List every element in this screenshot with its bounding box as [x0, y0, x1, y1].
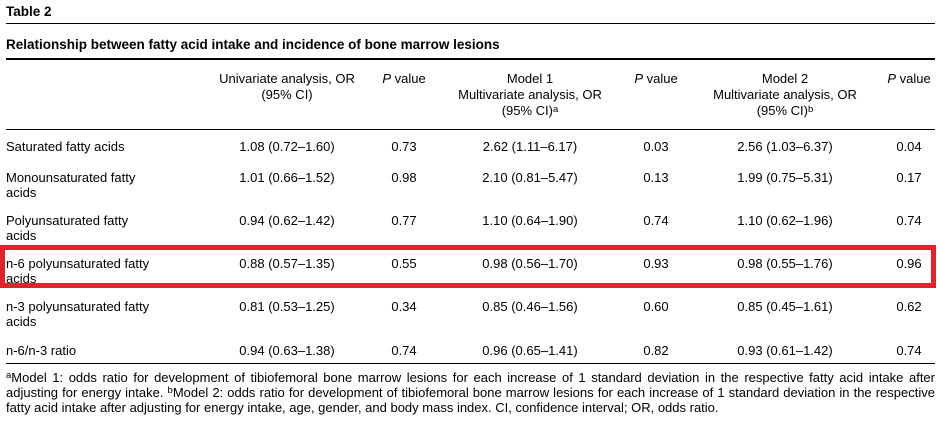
- model1-or-cell: 2.62 (1.11–6.17): [482, 138, 578, 154]
- table-header: Univariate analysis, OR (95% CI) P value…: [6, 60, 935, 130]
- model1-or-cell: 2.10 (0.81–5.47): [482, 170, 578, 185]
- table-row-n6-polyunsaturated-highlighted: n-6 polyunsaturated fatty acids 0.88 (0.…: [6, 247, 935, 290]
- footnote-marker-b: b: [167, 385, 173, 396]
- univariate-or-cell: 0.81 (0.53–1.25): [239, 299, 335, 314]
- p-value-cell: 0.04: [896, 138, 922, 154]
- column-header-model1: Model 1 Multivariate analysis, OR (95% C…: [435, 60, 625, 130]
- univariate-or-cell: 0.94 (0.62–1.42): [239, 213, 335, 228]
- p-value-cell: 0.96: [896, 256, 922, 271]
- p-value-cell: 0.82: [625, 334, 687, 364]
- univariate-or-cell: 0.94 (0.63–1.38): [201, 334, 373, 364]
- footnote-text-model1: Model 1: odds ratio for development of t…: [6, 369, 935, 400]
- table-row-polyunsaturated: Polyunsaturated fatty acids 0.94 (0.62–1…: [6, 204, 935, 247]
- table-body: Saturated fatty acids 1.08 (0.72–1.60) 0…: [6, 129, 935, 364]
- univariate-or-cell: 0.88 (0.57–1.35): [239, 256, 335, 271]
- table-title: Relationship between fatty acid intake a…: [6, 24, 935, 60]
- footnote-marker-b: b: [808, 103, 814, 115]
- model2-or-cell: 1.99 (0.75–5.31): [737, 170, 833, 185]
- p-value-cell: 0.74: [883, 334, 935, 364]
- row-label-cell: n-6 polyunsaturated fatty acids: [6, 256, 150, 286]
- p-value-cell: 0.34: [391, 299, 417, 314]
- model1-or-cell: 0.85 (0.46–1.56): [482, 299, 578, 314]
- p-value-cell: 0.73: [391, 138, 417, 154]
- p-value-cell: 0.93: [643, 256, 669, 271]
- p-value-cell: 0.77: [391, 213, 417, 228]
- model1-or-cell: 0.96 (0.65–1.41): [435, 334, 625, 364]
- row-label-cell: Monounsaturated fatty acids: [6, 170, 136, 200]
- p-value-cell: 0.17: [896, 170, 922, 185]
- p-value-cell: 0.55: [391, 256, 417, 271]
- header-row: Univariate analysis, OR (95% CI) P value…: [6, 60, 935, 130]
- model2-or-cell: 1.10 (0.62–1.96): [737, 213, 833, 228]
- row-label-cell: n-6/n-3 ratio: [6, 334, 201, 364]
- p-value-cell: 0.13: [643, 170, 669, 185]
- univariate-or-cell: 1.01 (0.66–1.52): [239, 170, 335, 185]
- row-label-cell: Saturated fatty acids: [6, 138, 125, 154]
- empty-header-cell: [6, 60, 201, 130]
- model2-or-cell: 0.85 (0.45–1.61): [737, 299, 833, 314]
- table-row-n3-polyunsaturated: n-3 polyunsaturated fatty acids 0.81 (0.…: [6, 290, 935, 334]
- p-value-cell: 0.03: [643, 138, 669, 154]
- table-row-n6-n3-ratio: n-6/n-3 ratio 0.94 (0.63–1.38) 0.74 0.96…: [6, 334, 935, 364]
- column-header-model2: Model 2 Multivariate analysis, OR (95% C…: [687, 60, 883, 130]
- model2-or-cell: 2.56 (1.03–6.37): [737, 138, 833, 154]
- footnote-text-model2: Model 2: odds ratio for development of t…: [6, 384, 935, 415]
- results-table: Univariate analysis, OR (95% CI) P value…: [6, 60, 935, 364]
- p-value-cell: 0.74: [373, 334, 435, 364]
- model1-or-cell: 0.98 (0.56–1.70): [482, 256, 578, 271]
- univariate-or-cell: 1.08 (0.72–1.60): [239, 138, 335, 154]
- p-value-cell: 0.98: [391, 170, 417, 185]
- footnote-marker-a: a: [553, 103, 559, 115]
- row-label-cell: n-3 polyunsaturated fatty acids: [6, 299, 150, 329]
- table-row-saturated: Saturated fatty acids 1.08 (0.72–1.60) 0…: [6, 129, 935, 161]
- table-footnote: aModel 1: odds ratio for development of …: [6, 364, 935, 415]
- column-header-p-value-3: P value: [883, 60, 935, 130]
- row-label-cell: Polyunsaturated fatty acids: [6, 213, 129, 243]
- footnote-marker-a: a: [6, 370, 12, 381]
- p-value-cell: 0.60: [643, 299, 669, 314]
- p-value-cell: 0.62: [896, 299, 922, 314]
- p-value-cell: 0.74: [896, 213, 922, 228]
- model2-or-cell: 0.98 (0.55–1.76): [737, 256, 833, 271]
- column-header-univariate: Univariate analysis, OR (95% CI): [201, 60, 373, 130]
- model1-or-cell: 1.10 (0.64–1.90): [482, 213, 578, 228]
- model2-or-cell: 0.93 (0.61–1.42): [687, 334, 883, 364]
- p-value-cell: 0.74: [643, 213, 669, 228]
- table-label: Table 2: [6, 0, 935, 24]
- column-header-p-value-1: P value: [373, 60, 435, 130]
- column-header-p-value-2: P value: [625, 60, 687, 130]
- table-row-monounsaturated: Monounsaturated fatty acids 1.01 (0.66–1…: [6, 161, 935, 204]
